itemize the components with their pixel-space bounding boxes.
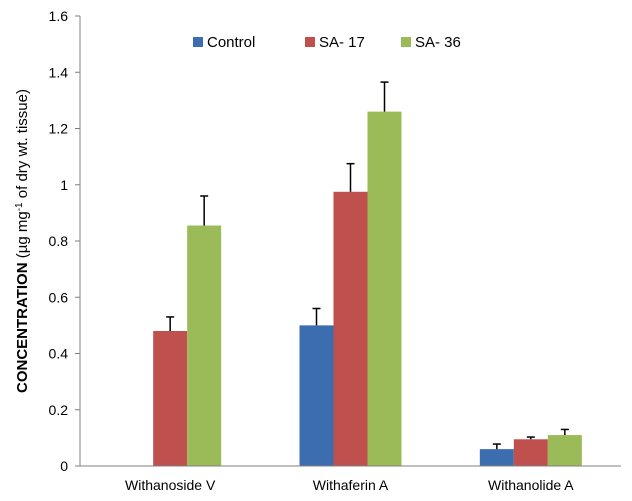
x-category-label: Withaferin A bbox=[313, 477, 389, 493]
x-category-label: Withanolide A bbox=[488, 477, 574, 493]
bar bbox=[333, 191, 368, 466]
bar bbox=[479, 449, 514, 466]
y-axis-title-bold: CONCENTRATION bbox=[14, 262, 31, 393]
bar bbox=[513, 439, 548, 466]
y-tick-label: 1 bbox=[60, 177, 68, 193]
y-axis-title: CONCENTRATION (µg mg-1 of dry wt. tissue… bbox=[14, 89, 32, 393]
bar bbox=[547, 435, 582, 466]
legend-swatch bbox=[193, 37, 203, 47]
bar bbox=[187, 225, 222, 466]
bars-layer bbox=[153, 81, 582, 466]
legend-label: SA- 17 bbox=[319, 34, 365, 51]
y-tick-label: 0.8 bbox=[49, 233, 69, 249]
legend-swatch bbox=[305, 37, 315, 47]
y-axis-title-sup: -1 bbox=[14, 202, 25, 211]
y-axis-title-close: of dry wt. tissue) bbox=[14, 89, 31, 202]
x-category-label: Withanoside V bbox=[125, 477, 216, 493]
y-tick-label: 1.6 bbox=[49, 8, 69, 24]
y-ticks: 0 0.2 0.4 0.6 0.8 1 1.2 1.4 1.6 bbox=[49, 8, 80, 474]
legend: Control SA- 17 SA- 36 bbox=[193, 34, 461, 51]
y-tick-label: 0.2 bbox=[49, 402, 69, 418]
category-labels: Withanoside V Withaferin A Withanolide A bbox=[125, 477, 574, 493]
bar bbox=[153, 331, 188, 466]
legend-label: SA- 36 bbox=[415, 34, 461, 51]
y-tick-label: 1.4 bbox=[49, 64, 69, 80]
y-tick-label: 0.6 bbox=[49, 289, 69, 305]
y-tick-label: 0 bbox=[60, 458, 68, 474]
legend-label: Control bbox=[207, 34, 255, 51]
bar bbox=[367, 111, 402, 466]
y-tick-label: 0.4 bbox=[49, 346, 69, 362]
y-tick-label: 1.2 bbox=[49, 121, 69, 137]
bar bbox=[299, 325, 334, 466]
legend-swatch bbox=[401, 37, 411, 47]
y-axis-title-open: (µg mg bbox=[14, 211, 31, 262]
